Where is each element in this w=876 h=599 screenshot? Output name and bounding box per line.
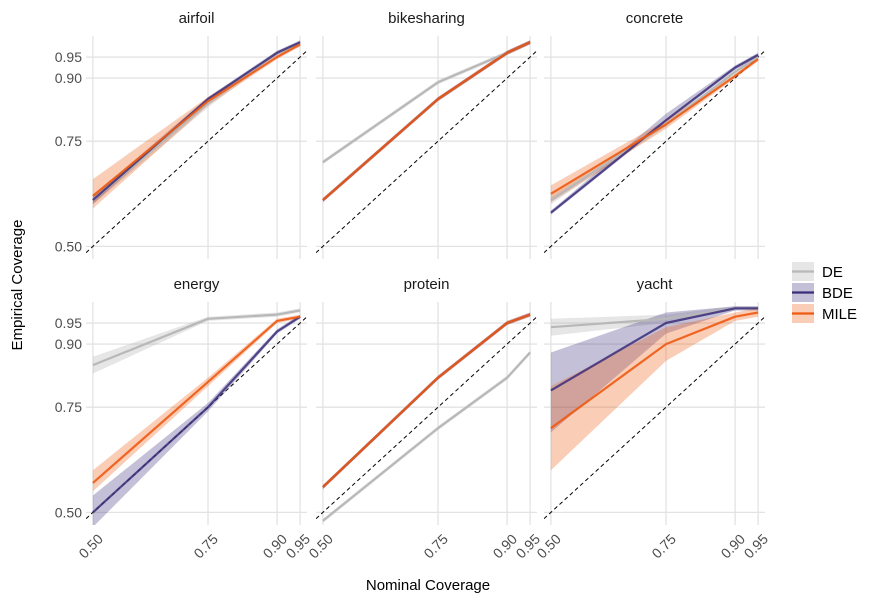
x-tick-label: 0.75 — [648, 531, 679, 562]
series-line-de — [92, 309, 301, 367]
series-line-mile — [550, 311, 759, 430]
y-tick-label: 0.50 — [55, 504, 82, 520]
x-tick-label: 0.75 — [190, 531, 221, 562]
series-line-mile — [322, 313, 531, 488]
reference-line — [544, 50, 765, 254]
legend-label: BDE — [822, 285, 853, 302]
panel-title: yacht — [637, 276, 674, 293]
panels-layer: airfoil 0.50 0.75 0.90 0.95 bikesharing concre… — [55, 10, 772, 561]
reference-line — [86, 50, 307, 254]
y-tick-label: 0.90 — [55, 70, 82, 86]
y-tick-label: 0.75 — [55, 399, 82, 415]
series-line-mile — [322, 41, 531, 201]
panel-airfoil: airfoil 0.50 0.75 0.90 0.95 — [55, 10, 307, 259]
y-tick-label: 0.95 — [55, 49, 82, 65]
x-axis-title: Nominal Coverage — [366, 577, 490, 594]
x-tick-label: 0.75 — [420, 531, 451, 562]
x-tick-label: 0.50 — [533, 531, 564, 562]
panel-bikesharing: bikesharing — [316, 10, 537, 259]
ribbon-mile — [322, 312, 531, 490]
series-line-bde — [322, 41, 531, 201]
ribbon-bde — [550, 306, 759, 433]
ribbon-mile — [550, 308, 759, 471]
series-line-mile — [550, 58, 759, 195]
panel-title: bikesharing — [388, 10, 465, 27]
ribbon-mile — [322, 40, 531, 203]
legend-item-de: DE — [792, 262, 843, 281]
y-axis-title: Empirical Coverage — [9, 220, 26, 351]
panel-title: concrete — [626, 10, 684, 27]
plot-area — [86, 308, 307, 525]
legend-label: DE — [822, 264, 843, 281]
series-line-mile — [92, 315, 301, 484]
ribbon-bde — [322, 40, 531, 203]
series-line-bde — [550, 307, 759, 392]
panel-concrete: concrete — [544, 10, 765, 259]
legend-item-bde: BDE — [792, 283, 853, 302]
plot-area — [316, 40, 537, 254]
y-tick-label: 0.50 — [55, 238, 82, 254]
plot-area — [86, 40, 307, 254]
series-line-bde — [92, 315, 301, 514]
plot-area — [544, 50, 765, 254]
ribbon-bde — [322, 312, 531, 490]
y-tick-label: 0.90 — [55, 336, 82, 352]
reference-line — [544, 316, 765, 520]
y-tick-label: 0.75 — [55, 133, 82, 149]
y-tick-label: 0.95 — [55, 315, 82, 331]
legend-item-mile: MILE — [792, 304, 857, 323]
x-tick-label: 0.50 — [305, 531, 336, 562]
legend: DE BDE MILE — [792, 262, 857, 323]
series-line-mile — [92, 43, 301, 197]
series-line-de — [322, 351, 531, 522]
panel-title: protein — [404, 276, 450, 293]
ribbon-bde — [92, 314, 301, 525]
plot-area — [544, 306, 765, 520]
x-tick-label: 0.50 — [75, 531, 106, 562]
ribbon-mile — [92, 42, 301, 209]
panel-title: airfoil — [179, 10, 215, 27]
plot-area — [316, 312, 537, 523]
series-line-de — [550, 56, 759, 202]
reference-line — [316, 316, 537, 520]
series-line-bde — [550, 53, 759, 214]
panel-title: energy — [174, 276, 220, 293]
x-tick-label: 0.95 — [741, 531, 772, 562]
legend-label: MILE — [822, 306, 857, 323]
reference-line — [316, 50, 537, 254]
series-line-bde — [322, 313, 531, 488]
